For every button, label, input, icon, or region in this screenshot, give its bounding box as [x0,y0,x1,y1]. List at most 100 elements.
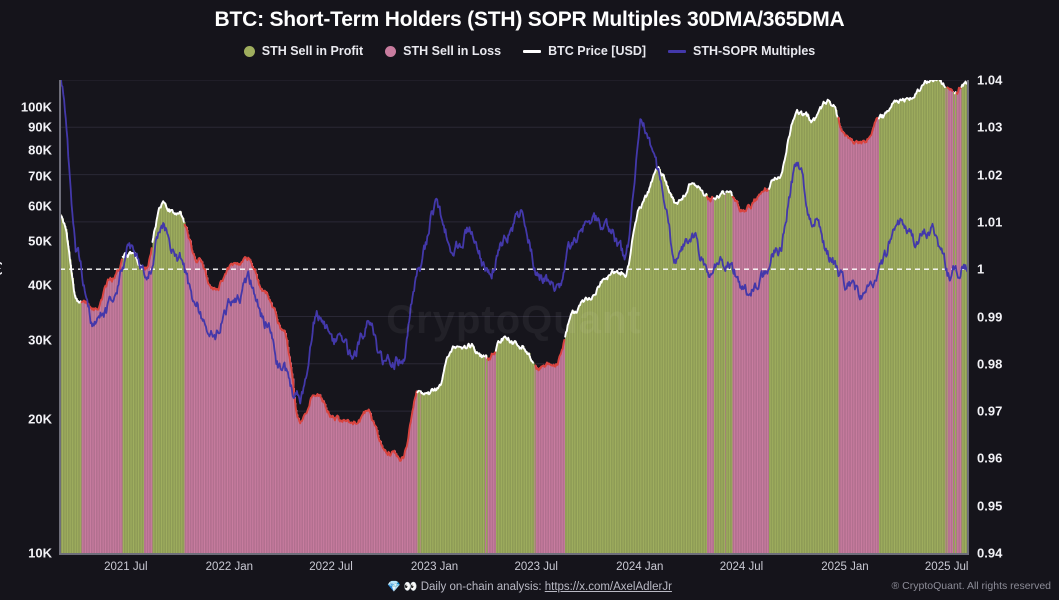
sopr-column [901,100,904,553]
sopr-column [401,457,404,553]
sopr-column [520,347,523,553]
sopr-column [851,138,854,553]
sopr-column [60,213,62,553]
author-link[interactable]: https://x.com/AxelAdlerJr [544,581,672,593]
sopr-column [712,197,715,553]
sopr-column [707,196,709,553]
sopr-column [483,355,485,553]
sopr-column [588,299,590,553]
sopr-column [953,92,956,553]
sopr-column [485,355,488,553]
left-axis-tick-label: 100K [20,99,52,115]
sopr-column [115,275,117,553]
sopr-column [663,174,665,553]
sopr-column [258,284,261,553]
sopr-column [311,397,314,553]
sopr-column [206,275,208,553]
sopr-column [466,348,469,553]
sopr-column [532,362,535,553]
legend-sth-sopr-multiples[interactable]: STH-SOPR Multiples [668,44,815,58]
sopr-column [725,192,727,553]
sopr-column [103,291,106,553]
legend-sth-sell-in-profit[interactable]: STH Sell in Profit [243,44,363,58]
sopr-column [480,356,482,553]
sopr-column [776,179,778,553]
sopr-column [761,191,764,553]
sopr-column [944,87,947,553]
sopr-column [954,93,957,553]
sopr-column [894,100,897,553]
sopr-column [634,227,636,553]
sopr-column [391,454,393,553]
sopr-column [93,308,95,553]
sopr-column [636,220,638,553]
sopr-column [823,101,826,553]
sopr-column [275,311,277,553]
sopr-column [93,310,96,553]
sopr-column [949,89,952,553]
sopr-column [273,307,276,553]
sopr-column [458,346,461,553]
legend-sth-sell-in-loss[interactable]: STH Sell in Loss [385,44,501,58]
sopr-state-columns [60,80,968,553]
plot-area[interactable]: CryptoQuant [60,80,968,553]
sopr-column [320,394,322,553]
gem-eyes-emoji: 💎 👀 [387,581,418,593]
sopr-column [529,356,532,553]
sopr-column [404,455,406,553]
sopr-column [587,299,589,553]
sopr-column [117,270,120,553]
sopr-column [540,368,542,553]
sopr-column [878,118,880,553]
sopr-column [707,199,710,553]
right-axis-tick-label: 1.04 [977,72,1003,88]
sopr-column [950,88,953,553]
sopr-column [870,135,873,553]
sopr-column [323,400,325,553]
sopr-column [427,393,429,553]
sopr-column [471,345,473,553]
sopr-column [646,195,649,553]
sopr-column [597,287,599,553]
sopr-column [122,256,125,553]
sopr-column [390,455,392,553]
sopr-column [287,347,290,553]
sopr-column [841,131,844,553]
sopr-column [611,272,613,553]
legend-label: STH Sell in Loss [403,44,502,58]
sopr-column [143,268,145,553]
sopr-column [695,185,698,553]
sopr-column [150,254,153,553]
sopr-column [296,410,298,553]
sopr-column [805,113,807,553]
sopr-column [589,297,591,553]
legend-btc-price[interactable]: BTC Price [USD] [523,44,646,58]
sopr-column [878,118,881,553]
sopr-column [358,420,361,553]
sopr-column [253,269,256,553]
sopr-column [845,135,847,553]
sopr-column [720,194,722,553]
sopr-column [750,207,752,553]
sopr-column [485,355,487,553]
sopr-column [73,283,75,553]
sopr-column [499,342,502,553]
sopr-column [915,93,918,553]
sopr-column [184,224,187,553]
sopr-column [770,182,773,553]
sopr-column [854,143,856,553]
sopr-column [656,168,659,553]
sopr-column [277,323,280,553]
sopr-column [638,209,641,553]
sopr-column [474,349,476,553]
sopr-column [623,274,626,553]
sopr-column [586,298,589,553]
sopr-column [849,137,852,553]
left-axis-tick-label: 20K [28,411,52,427]
sopr-column [228,269,230,553]
sopr-column [78,302,81,553]
sopr-column [508,337,510,553]
sopr-column [506,338,509,553]
sopr-column [758,196,760,553]
sopr-column [145,267,148,553]
